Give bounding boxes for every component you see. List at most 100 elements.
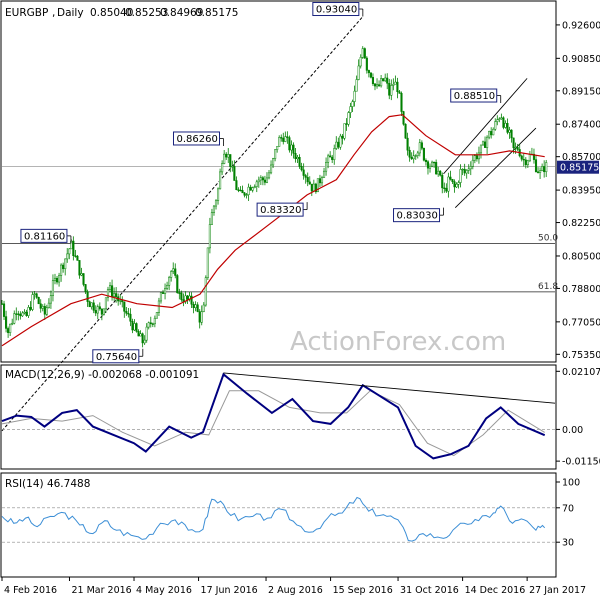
candle-body bbox=[265, 177, 269, 183]
candle-body bbox=[192, 303, 195, 308]
candle-body bbox=[153, 317, 156, 325]
candle-body bbox=[19, 313, 22, 317]
price-layer: 50.0 61.8 0.81160 0.75640 0.86260 0.83320 0.93… bbox=[0, 2, 558, 432]
price-axis-tick-label: 0.85700 bbox=[562, 152, 600, 163]
candle-body bbox=[221, 163, 224, 173]
candle-body bbox=[286, 136, 289, 138]
candle-body bbox=[351, 101, 354, 107]
candle-body bbox=[239, 189, 242, 192]
candle-body bbox=[139, 333, 142, 337]
annotation-box bbox=[393, 208, 441, 223]
candle-body bbox=[2, 303, 6, 317]
candle-body bbox=[465, 170, 468, 174]
candle-body bbox=[367, 70, 370, 74]
candle-body bbox=[284, 136, 287, 142]
candle-body bbox=[176, 275, 179, 294]
candle-body bbox=[245, 194, 248, 196]
candle-body bbox=[155, 312, 158, 319]
channel-lower-line bbox=[454, 127, 537, 208]
candle-body bbox=[392, 83, 395, 86]
candle-body bbox=[435, 162, 438, 175]
candle-body bbox=[125, 311, 128, 314]
rsi-layer bbox=[1, 496, 555, 543]
candle-body bbox=[345, 123, 348, 125]
candle-body bbox=[100, 308, 103, 315]
candle-body bbox=[545, 162, 548, 173]
candle-body bbox=[23, 311, 26, 314]
macd-axis-tick-label: 0.021074 bbox=[562, 367, 600, 378]
candle-body bbox=[335, 141, 338, 149]
candle-body bbox=[208, 224, 211, 249]
annotation-label: 0.93040 bbox=[316, 5, 357, 16]
candle-body bbox=[76, 255, 79, 261]
candle-body bbox=[320, 177, 324, 184]
candle-body bbox=[212, 205, 216, 213]
x-axis-tick-label: 17 Jun 2016 bbox=[201, 585, 258, 596]
candle-body bbox=[168, 277, 171, 286]
candle-body bbox=[31, 294, 34, 310]
candle-body bbox=[355, 79, 358, 92]
long-trendline bbox=[1, 16, 364, 432]
candle-body bbox=[404, 123, 407, 139]
macd-title: MACD(12,26,9) -0.002068 -0.001091 bbox=[5, 369, 199, 381]
candle-body bbox=[7, 328, 10, 333]
candle-body bbox=[288, 137, 291, 151]
candle-body bbox=[437, 170, 440, 175]
candle-body bbox=[49, 295, 52, 304]
annotation-label: 0.88510 bbox=[454, 91, 495, 102]
x-axis-tick-label: 15 Sep 2016 bbox=[333, 585, 393, 596]
price-axis-tick-label: 0.80500 bbox=[562, 251, 600, 262]
candle-body bbox=[337, 141, 340, 148]
annotation-box bbox=[92, 349, 140, 364]
candle-body bbox=[178, 292, 181, 294]
candle-body bbox=[58, 275, 61, 283]
candle-body bbox=[512, 137, 515, 149]
candle-body bbox=[412, 155, 415, 160]
candle-body bbox=[172, 268, 175, 272]
rsi-axis-tick-label: 100 bbox=[562, 478, 580, 489]
macd-axis-tick-label: -0.011507 bbox=[562, 457, 600, 468]
candle-body bbox=[51, 280, 55, 296]
price-open: 0.85040 bbox=[90, 7, 133, 19]
candle-body bbox=[378, 84, 381, 87]
candle-body bbox=[278, 137, 281, 147]
candle-body bbox=[94, 310, 97, 314]
candle-body bbox=[398, 91, 401, 94]
candle-body bbox=[196, 304, 199, 312]
candle-body bbox=[86, 291, 89, 302]
candle-body bbox=[39, 303, 42, 309]
candle-body bbox=[402, 111, 405, 125]
candle-body bbox=[113, 293, 116, 297]
price-axis-tick-label: 0.78800 bbox=[562, 284, 600, 295]
candle-body bbox=[373, 83, 377, 87]
candle-body bbox=[223, 153, 226, 164]
candle-body bbox=[416, 152, 419, 156]
candle-body bbox=[143, 339, 146, 344]
candle-body bbox=[9, 323, 12, 333]
candle-body bbox=[294, 153, 297, 160]
candle-body bbox=[29, 307, 32, 310]
rsi-title: RSI(14) 46.7488 bbox=[5, 478, 90, 490]
candle-body bbox=[17, 313, 20, 315]
candle-body bbox=[229, 154, 232, 167]
candle-body bbox=[72, 240, 75, 257]
candle-body bbox=[410, 156, 413, 160]
candle-body bbox=[380, 78, 383, 87]
candle-body bbox=[426, 161, 430, 169]
candle-body bbox=[123, 301, 126, 312]
candle-body bbox=[310, 183, 313, 192]
candle-body bbox=[88, 301, 91, 308]
fib-level-label: 61.8 bbox=[538, 282, 558, 292]
candle-body bbox=[219, 171, 222, 190]
macd-axis-tick-label: 0.00 bbox=[562, 425, 583, 436]
rsi-panel: RSI(14) 46.7488 100 70 30 bbox=[0, 472, 580, 578]
candle-body bbox=[102, 308, 105, 315]
candle-body bbox=[316, 178, 319, 193]
candle-body bbox=[528, 154, 531, 162]
candle-body bbox=[194, 304, 197, 308]
candle-body bbox=[202, 304, 205, 312]
candle-body bbox=[210, 212, 213, 225]
candle-body bbox=[80, 273, 83, 276]
candle-body bbox=[15, 313, 18, 315]
